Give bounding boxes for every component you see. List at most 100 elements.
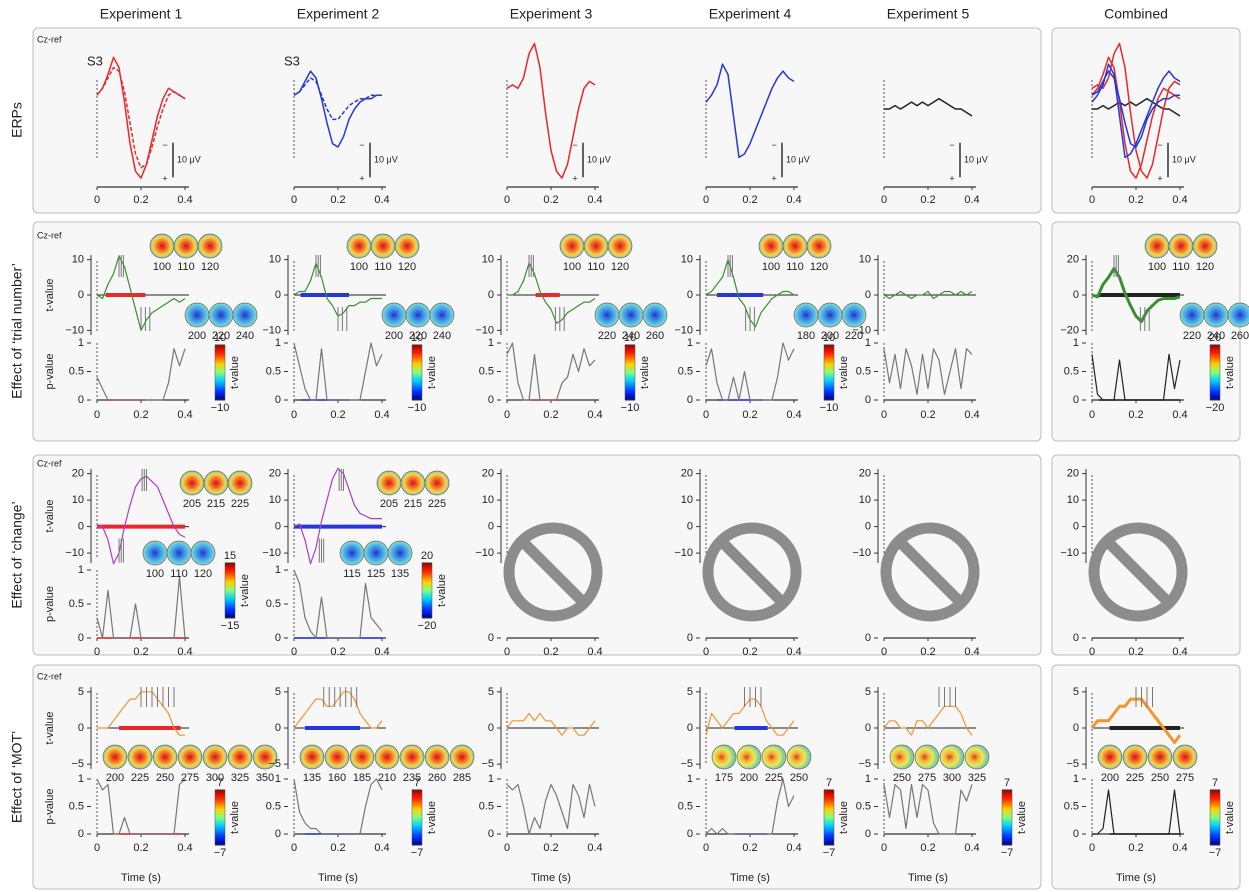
t-value-line	[293, 467, 382, 565]
scale-plus: +	[771, 174, 776, 184]
y-tick-label: −10	[852, 324, 871, 336]
topo-label: 250	[1151, 772, 1169, 784]
topomap	[424, 470, 450, 496]
x-tick-label: 0.4	[374, 842, 389, 854]
y-tick-label: 20	[482, 468, 494, 480]
x-tick-label: 0.2	[133, 842, 148, 854]
y-axis-title: t-value	[44, 711, 56, 744]
y-tick-label: 0.5	[69, 598, 84, 610]
y-tick-label: 0	[865, 521, 871, 533]
p-value-line	[506, 783, 596, 835]
topo-label: 110	[786, 261, 804, 273]
y-tick-label: 0.5	[69, 365, 84, 377]
topomap	[1122, 744, 1148, 770]
topo-label: 205	[183, 498, 201, 510]
x-axis-title: Time (s)	[121, 872, 161, 884]
colorbar-tick-label: 10	[411, 332, 423, 344]
topomap	[711, 744, 737, 770]
x-tick-label: 0.4	[786, 646, 801, 658]
topo-label: 200	[385, 330, 403, 342]
topomap	[349, 744, 375, 770]
topo-label: 220	[212, 330, 230, 342]
y-tick-label: 0	[275, 289, 281, 301]
topomap	[424, 744, 450, 770]
y-tick-label: 0	[865, 289, 871, 301]
x-tick-label: 0.2	[920, 409, 935, 421]
topomap	[190, 540, 216, 566]
x-tick-label: 0	[881, 646, 887, 658]
row-label: Effect of ‘MOT’	[9, 731, 25, 823]
t-value-line	[97, 475, 186, 565]
topomap	[202, 744, 228, 770]
colorbar-title: t-value	[639, 356, 651, 389]
x-tick-label: 0	[1089, 646, 1095, 658]
column-header: Experiment 4	[709, 6, 792, 22]
t-value-line	[1091, 267, 1181, 323]
topo-label: 115	[343, 568, 361, 580]
y-tick-label: 0	[687, 289, 693, 301]
topo-label: 100	[762, 261, 780, 273]
colorbar-title: t-value	[239, 574, 251, 607]
colorbar	[214, 344, 226, 401]
topomap	[405, 302, 431, 328]
x-tick-label: 0	[703, 842, 709, 854]
y-tick-label: 0	[78, 828, 84, 840]
topo-label: 260	[646, 330, 664, 342]
topomap	[782, 233, 808, 259]
x-tick-label: 0.2	[133, 646, 148, 658]
y-tick-label: 1	[687, 337, 693, 349]
t-value-line	[507, 262, 596, 324]
topomap	[618, 302, 644, 328]
topomap	[166, 540, 192, 566]
topo-label: 110	[170, 568, 188, 580]
colorbar-title: t-value	[1016, 801, 1028, 834]
p-value-line	[705, 342, 795, 401]
p-value-line	[1091, 353, 1181, 401]
erp-line	[96, 66, 186, 169]
p-value-line	[96, 348, 186, 401]
topo-label: 100	[350, 261, 368, 273]
colorbar	[224, 562, 236, 619]
topomap	[339, 540, 365, 566]
colorbar-title: t-value	[838, 356, 850, 389]
t-value-line	[293, 691, 383, 729]
x-tick-label: 0	[291, 842, 297, 854]
colorbar-tick-label: 7	[1004, 777, 1010, 789]
y-tick-label: 10	[681, 494, 693, 506]
y-tick-label: 0.5	[266, 800, 281, 812]
y-tick-label: −10	[674, 547, 693, 559]
no-effect-sign	[895, 537, 965, 607]
colorbar-tick-label: 10	[624, 332, 636, 344]
x-tick-label: 0	[504, 646, 510, 658]
colorbar-tick-label: −7	[214, 847, 227, 859]
y-tick-label: 1	[78, 337, 84, 349]
colorbar-title: t-value	[1224, 356, 1236, 389]
topomap	[227, 470, 253, 496]
x-tick-label: 0.2	[133, 409, 148, 421]
topo-label: 215	[207, 498, 225, 510]
colorbar-title: t-value	[426, 356, 438, 389]
x-tick-label: 0.2	[543, 842, 558, 854]
y-tick-label: 0.5	[266, 598, 281, 610]
x-tick-label: 0	[94, 409, 100, 421]
topo-label: 300	[943, 772, 961, 784]
topo-label: 220	[845, 330, 863, 342]
x-axis-title: Time (s)	[1116, 872, 1156, 884]
row-label: Effect of ‘trial number’	[9, 263, 25, 399]
colorbar-tick-label: −7	[411, 847, 424, 859]
y-tick-label: 10	[72, 494, 84, 506]
x-tick-label: 0.2	[330, 194, 345, 206]
x-tick-label: 0.4	[587, 409, 602, 421]
x-tick-label: 0	[881, 194, 887, 206]
reference-label: Cz-ref	[37, 34, 62, 44]
topomap	[1097, 744, 1123, 770]
no-effect-sign	[702, 522, 802, 622]
y-tick-label: 1	[687, 773, 693, 785]
y-tick-label: 0	[1073, 722, 1079, 734]
topo-label: 325	[231, 772, 249, 784]
colorbar-tick-label: −10	[211, 402, 230, 414]
y-tick-label: 5	[1073, 686, 1079, 698]
y-tick-label: 0	[488, 632, 494, 644]
scale-minus: −	[162, 140, 167, 150]
